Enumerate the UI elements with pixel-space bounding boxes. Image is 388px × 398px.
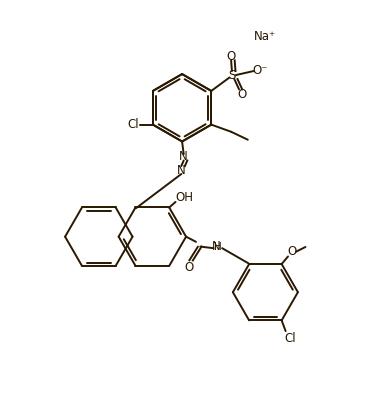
Text: O: O (288, 245, 296, 258)
Text: O: O (237, 88, 247, 101)
Text: O: O (227, 49, 236, 62)
Text: N: N (179, 150, 188, 163)
Text: N: N (177, 164, 186, 177)
Text: N: N (211, 240, 220, 253)
Text: S: S (228, 68, 236, 82)
Text: Cl: Cl (284, 332, 296, 345)
Text: Na⁺: Na⁺ (254, 30, 277, 43)
Text: Cl: Cl (127, 118, 139, 131)
Text: OH: OH (175, 191, 193, 205)
Text: O: O (184, 261, 194, 274)
Text: H: H (214, 242, 222, 252)
Text: O⁻: O⁻ (253, 64, 268, 77)
